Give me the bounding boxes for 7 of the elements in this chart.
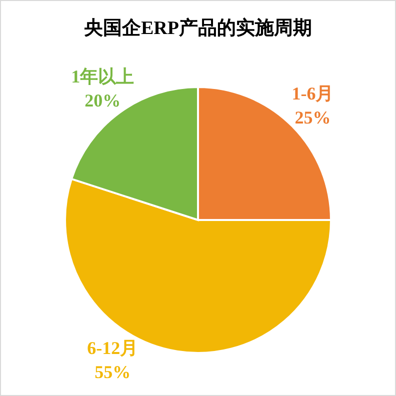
data-label: 55%: [94, 362, 131, 382]
chart-title: 央国企ERP产品的实施周期: [83, 17, 312, 39]
data-label: 20%: [84, 90, 121, 111]
slice-label: 1年以上: [71, 66, 134, 87]
data-label: 25%: [294, 107, 331, 128]
slice-label: 6-12月: [87, 338, 138, 358]
slice-label: 1-6月: [292, 83, 334, 104]
